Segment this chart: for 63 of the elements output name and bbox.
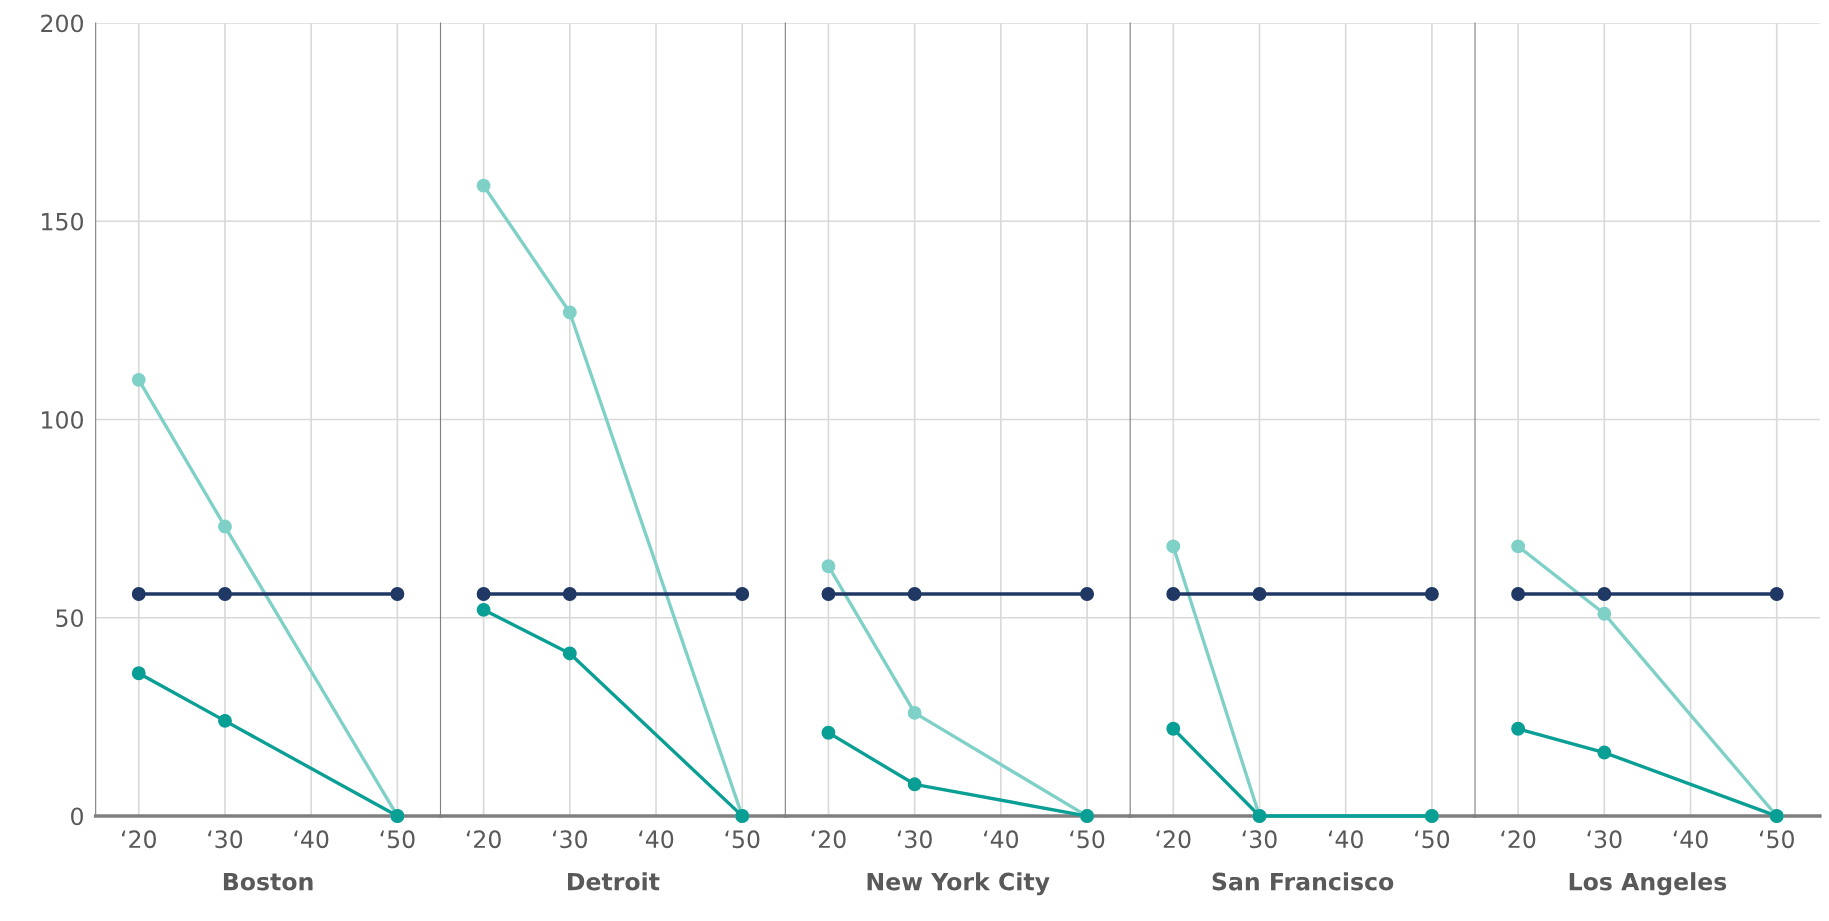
x-axis-title: Detroit xyxy=(568,872,660,891)
point xyxy=(735,587,750,601)
x-axis-title: Los Angeles xyxy=(1569,872,1727,896)
point xyxy=(562,646,577,661)
point xyxy=(1511,539,1526,554)
x-tick-label: ‘20 xyxy=(1156,830,1191,849)
point xyxy=(1166,587,1181,601)
y-tick-label: 150 xyxy=(42,212,83,231)
x-tick-label: ‘40 xyxy=(1673,830,1708,849)
point xyxy=(131,587,146,601)
x-tick-label: ‘40 xyxy=(294,830,329,849)
x-tick-label: ‘30 xyxy=(897,830,932,849)
x-tick-label: ‘50 xyxy=(1759,830,1794,849)
point xyxy=(1511,721,1526,736)
y-tick-label: 100 xyxy=(42,410,83,429)
x-tick-label: ‘20 xyxy=(466,830,501,849)
point xyxy=(476,587,491,601)
point xyxy=(1769,587,1784,601)
point xyxy=(1597,745,1612,760)
point xyxy=(390,587,405,601)
x-tick-label: ‘40 xyxy=(639,830,674,849)
x-tick-label: ‘30 xyxy=(208,830,243,849)
point xyxy=(907,587,922,601)
point xyxy=(821,587,836,601)
point xyxy=(1511,587,1526,601)
x-tick-label: ‘30 xyxy=(553,830,588,849)
point xyxy=(476,602,491,617)
x-tick-label: ‘20 xyxy=(811,830,846,849)
y-tick-label: 0 xyxy=(71,807,83,826)
point xyxy=(907,777,922,792)
x-tick-label: ‘40 xyxy=(984,830,1019,849)
point xyxy=(562,305,577,320)
point xyxy=(1080,587,1095,601)
x-tick-label: ‘30 xyxy=(1242,830,1277,849)
y-tick-label: 50 xyxy=(56,609,83,628)
point xyxy=(131,666,146,681)
x-tick-label: ‘30 xyxy=(1587,830,1622,849)
point xyxy=(1166,539,1181,554)
point xyxy=(1597,606,1612,621)
point xyxy=(218,713,232,728)
x-tick-label: ‘20 xyxy=(1501,830,1536,849)
x-tick-label: ‘50 xyxy=(1415,830,1450,849)
point xyxy=(1252,587,1267,601)
point xyxy=(1597,587,1612,601)
point xyxy=(218,519,232,534)
point xyxy=(218,587,232,601)
point xyxy=(907,705,922,720)
point xyxy=(1424,587,1439,601)
x-axis-title: San Francisco xyxy=(1212,872,1394,891)
point xyxy=(476,178,491,193)
y-tick-label: 200 xyxy=(41,14,83,33)
point xyxy=(1166,721,1181,736)
point xyxy=(821,559,836,574)
x-tick-label: ‘50 xyxy=(1070,830,1105,849)
point xyxy=(131,372,146,387)
point xyxy=(562,587,577,601)
x-tick-label: ‘20 xyxy=(121,830,156,849)
x-tick-label: ‘50 xyxy=(380,830,415,849)
x-tick-label: ‘50 xyxy=(725,830,760,849)
x-axis-title: New York City xyxy=(867,872,1050,896)
point xyxy=(821,725,836,740)
x-tick-label: ‘40 xyxy=(1328,830,1363,849)
x-axis-title: Boston xyxy=(223,872,313,891)
